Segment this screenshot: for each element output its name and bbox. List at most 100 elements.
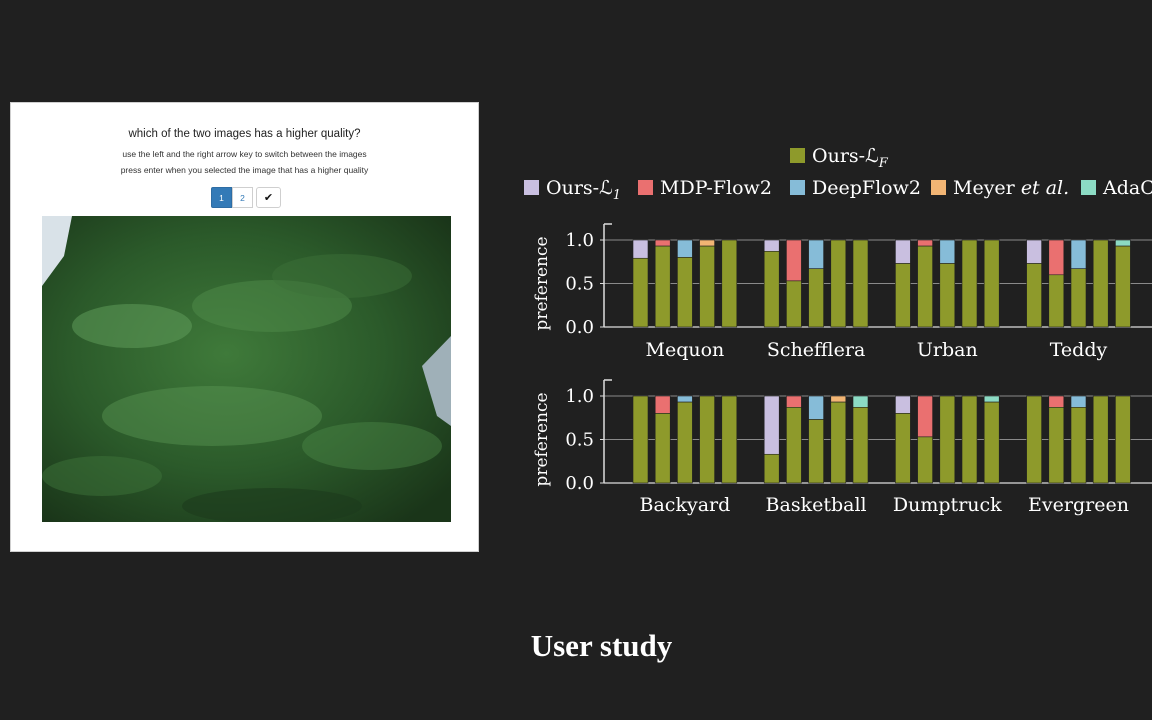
bar-ours-segment — [677, 401, 693, 484]
bar-competitor-segment — [654, 239, 671, 247]
bar-ours-segment — [763, 453, 780, 484]
group-label: Dumptruck — [893, 494, 1002, 516]
image-pager: 1 2 ✔ — [211, 187, 281, 208]
user-study-survey-panel: which of the two images has a higher qua… — [10, 102, 479, 552]
bar-group-teddy: Teddy — [1026, 239, 1131, 361]
bar-competitor-segment — [808, 395, 824, 420]
bar-ours-segment — [1048, 407, 1065, 484]
bar-ours-segment — [1048, 274, 1065, 328]
legend-swatch — [524, 180, 539, 195]
legend-swatch — [790, 148, 805, 163]
legend-item-mdp-flow2: MDP-Flow2 — [638, 177, 772, 199]
bar-group-evergreen: Evergreen — [1026, 395, 1131, 516]
legend-item-meyer: Meyer et al. — [931, 177, 1069, 199]
survey-instruction-arrows: use the left and the right arrow key to … — [122, 149, 367, 159]
legend-label: DeepFlow2 — [812, 177, 921, 199]
bar-group-schefflera: Schefflera — [763, 239, 869, 361]
evergreen-tree-photo — [42, 216, 451, 522]
y-tick-label: 0.5 — [565, 274, 594, 295]
legend-label: AdaC — [1102, 177, 1152, 199]
chart-legend: Ours-ℒF Ours-ℒ1 MDP-Flow2 DeepFlow2 Meyer et… — [524, 145, 1152, 203]
bar-competitor-segment — [1115, 239, 1131, 247]
checkmark-icon: ✔ — [263, 192, 274, 204]
bar-ours-segment — [1026, 263, 1042, 328]
group-label: Evergreen — [1028, 494, 1129, 516]
bar-competitor-segment — [917, 395, 933, 438]
bar-competitor-segment — [786, 239, 802, 282]
group-label: Basketball — [766, 494, 867, 516]
bar-ours-segment — [1092, 239, 1109, 328]
bar-ours-segment — [763, 251, 780, 328]
confirm-button[interactable]: ✔ — [256, 187, 281, 208]
group-label: Backyard — [640, 494, 731, 516]
survey-instruction-enter: press enter when you selected the image … — [120, 165, 369, 175]
legend-item-deepflow2: DeepFlow2 — [790, 177, 921, 199]
bar-competitor-segment — [1070, 239, 1087, 270]
bar-ours-segment — [830, 401, 847, 484]
bar-competitor-segment — [677, 395, 693, 403]
bar-competitor-segment — [917, 239, 933, 247]
bar-ours-segment — [983, 401, 1000, 484]
bar-competitor-segment — [677, 239, 693, 258]
bar-competitor-segment — [895, 239, 911, 264]
group-label: Mequon — [646, 339, 725, 361]
group-label: Urban — [917, 339, 978, 361]
bar-competitor-segment — [763, 395, 780, 455]
legend-label: MDP-Flow2 — [660, 177, 772, 199]
bar-ours-segment — [786, 407, 802, 484]
bar-ours-segment — [961, 395, 978, 484]
y-axis-label: preference — [532, 392, 552, 486]
bar-ours-segment — [699, 245, 715, 328]
bar-ours-segment — [895, 263, 911, 328]
legend-item-adac: AdaC — [1081, 177, 1152, 199]
legend-swatch — [931, 180, 946, 195]
y-tick-label: 1.0 — [565, 386, 594, 407]
image-1-button[interactable]: 1 — [211, 187, 232, 208]
bar-group-mequon: Mequon — [632, 239, 738, 361]
legend-label: Ours-ℒF — [812, 145, 889, 171]
bar-ours-segment — [721, 239, 738, 328]
bar-ours-segment — [852, 239, 869, 328]
bar-competitor-segment — [895, 395, 911, 414]
bar-ours-segment — [699, 395, 715, 484]
bar-group-urban: Urban — [895, 239, 1000, 361]
bar-group-backyard: Backyard — [632, 395, 738, 516]
legend-swatch — [790, 180, 805, 195]
bar-competitor-segment — [786, 395, 802, 408]
bar-group-basketball: Basketball — [763, 395, 869, 516]
bar-competitor-segment — [1026, 239, 1042, 264]
y-tick-label: 1.0 — [565, 230, 594, 251]
bar-competitor-segment — [763, 239, 780, 252]
bar-competitor-segment — [1070, 395, 1087, 408]
bar-ours-segment — [654, 413, 671, 484]
legend-swatch — [1081, 180, 1096, 195]
y-tick-label: 0.0 — [565, 473, 594, 494]
legend-label: Meyer et al. — [953, 177, 1069, 199]
bar-ours-segment — [721, 395, 738, 484]
bar-ours-segment — [1070, 268, 1087, 328]
image-2-button[interactable]: 2 — [232, 187, 253, 208]
bar-ours-segment — [632, 395, 649, 484]
chart-panel-2: 0.0 0.5 1.0 preference Backyard Basketball Dum… — [532, 379, 1152, 516]
survey-question: which of the two images has a higher qua… — [128, 128, 361, 140]
bar-ours-segment — [654, 245, 671, 328]
comparison-image — [42, 216, 451, 522]
legend-item-ours-f: Ours-ℒF — [790, 145, 889, 171]
legend-item-ours-1: Ours-ℒ1 — [524, 177, 621, 203]
bar-ours-segment — [939, 395, 956, 484]
bar-ours-segment — [961, 239, 978, 328]
bar-ours-segment — [808, 419, 824, 484]
chart-plots: 0.0 0.5 1.0 preference Mequon Schefflera Urban… — [532, 223, 1152, 516]
bar-group-dumptruck: Dumptruck — [893, 395, 1002, 516]
chart-panel-1: 0.0 0.5 1.0 preference Mequon Schefflera Urban… — [532, 223, 1152, 361]
y-tick-label: 0.0 — [565, 317, 594, 338]
bar-ours-segment — [917, 436, 933, 484]
y-axis-label: preference — [532, 236, 552, 330]
bar-competitor-segment — [1048, 239, 1065, 276]
bar-competitor-segment — [939, 239, 956, 264]
bar-competitor-segment — [654, 395, 671, 414]
bar-ours-segment — [895, 413, 911, 484]
bar-ours-segment — [1115, 245, 1131, 328]
bar-competitor-segment — [699, 239, 715, 247]
